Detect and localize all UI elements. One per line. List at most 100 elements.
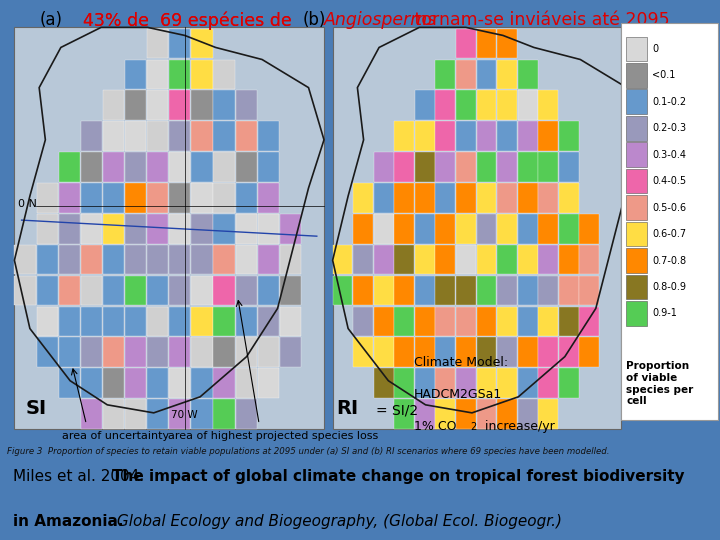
Bar (258, 338, 279, 367)
Bar (498, 183, 517, 213)
Bar (58, 245, 80, 274)
Bar (58, 183, 80, 213)
Bar (103, 214, 124, 244)
Bar (125, 338, 146, 367)
Bar (498, 214, 517, 244)
Bar (456, 183, 476, 213)
Bar (456, 276, 476, 306)
Bar (415, 368, 435, 398)
Text: 43% de  69 espécies de: 43% de 69 espécies de (83, 11, 297, 30)
Bar (58, 307, 80, 336)
Bar (213, 245, 235, 274)
Bar (37, 307, 58, 336)
Bar (235, 338, 257, 367)
Bar (415, 122, 435, 151)
Bar (147, 122, 168, 151)
Text: 0.6-0.7: 0.6-0.7 (652, 229, 686, 239)
Bar (395, 307, 414, 336)
Bar (498, 152, 517, 182)
Bar (147, 307, 168, 336)
Bar (518, 399, 538, 429)
Bar (280, 245, 301, 274)
Bar (192, 276, 212, 306)
Bar (213, 152, 235, 182)
Bar (14, 276, 35, 306)
Text: tornam-se inviáveis até 2095: tornam-se inviáveis até 2095 (409, 11, 670, 29)
Bar (125, 214, 146, 244)
Bar (169, 307, 190, 336)
Bar (258, 276, 279, 306)
Bar (436, 399, 455, 429)
Text: HADCM2GSa1: HADCM2GSa1 (414, 388, 503, 401)
Bar (213, 399, 235, 429)
Bar (626, 275, 647, 299)
Bar (436, 59, 455, 89)
Bar (518, 122, 538, 151)
Bar (456, 29, 476, 58)
Bar (213, 307, 235, 336)
Bar (37, 276, 58, 306)
Bar (58, 214, 80, 244)
Bar (518, 276, 538, 306)
Bar (258, 152, 279, 182)
Bar (539, 338, 558, 367)
Bar (235, 90, 257, 120)
Bar (626, 63, 647, 87)
Bar (395, 399, 414, 429)
Bar (213, 183, 235, 213)
Bar (518, 183, 538, 213)
Bar (477, 29, 496, 58)
Bar (477, 276, 496, 306)
Text: 43% de  69 espécies de Angiosperms: 43% de 69 espécies de Angiosperms (83, 11, 408, 30)
Bar (14, 245, 35, 274)
Bar (147, 276, 168, 306)
Bar (169, 29, 190, 58)
Bar (125, 122, 146, 151)
Bar (626, 248, 647, 273)
Text: Angiosperms: Angiosperms (324, 11, 437, 29)
Text: The impact of global climate change on tropical forest biodiversity: The impact of global climate change on t… (112, 469, 684, 484)
Text: 0 N: 0 N (18, 199, 37, 209)
Bar (539, 245, 558, 274)
Bar (235, 368, 257, 398)
Bar (456, 338, 476, 367)
Bar (436, 307, 455, 336)
Bar (235, 214, 257, 244)
Bar (436, 90, 455, 120)
Bar (498, 368, 517, 398)
Bar (477, 245, 496, 274)
Bar (374, 276, 394, 306)
Bar (213, 214, 235, 244)
Bar (626, 169, 647, 193)
Bar (103, 338, 124, 367)
Bar (103, 122, 124, 151)
Bar (125, 90, 146, 120)
Bar (395, 245, 414, 274)
Bar (258, 122, 279, 151)
Text: Climate Model:: Climate Model: (414, 356, 508, 369)
Bar (539, 122, 558, 151)
Bar (539, 368, 558, 398)
Text: increase/yr: increase/yr (481, 420, 554, 433)
Bar (258, 214, 279, 244)
Text: Global Ecology and Biogeography, (Global Ecol. Biogeogr.): Global Ecology and Biogeography, (Global… (112, 514, 562, 529)
Bar (213, 338, 235, 367)
Bar (258, 368, 279, 398)
Bar (169, 368, 190, 398)
Bar (477, 152, 496, 182)
Bar (235, 245, 257, 274)
Bar (235, 307, 257, 336)
Bar (169, 245, 190, 274)
Text: in Amazonia.: in Amazonia. (13, 514, 123, 529)
Bar (415, 90, 435, 120)
Bar (58, 152, 80, 182)
Bar (103, 399, 124, 429)
Bar (103, 152, 124, 182)
Bar (235, 399, 257, 429)
Bar (213, 90, 235, 120)
Bar (477, 183, 496, 213)
Bar (518, 245, 538, 274)
Text: SI: SI (25, 399, 46, 417)
Bar (125, 152, 146, 182)
Text: 0.4-0.5: 0.4-0.5 (652, 176, 686, 186)
